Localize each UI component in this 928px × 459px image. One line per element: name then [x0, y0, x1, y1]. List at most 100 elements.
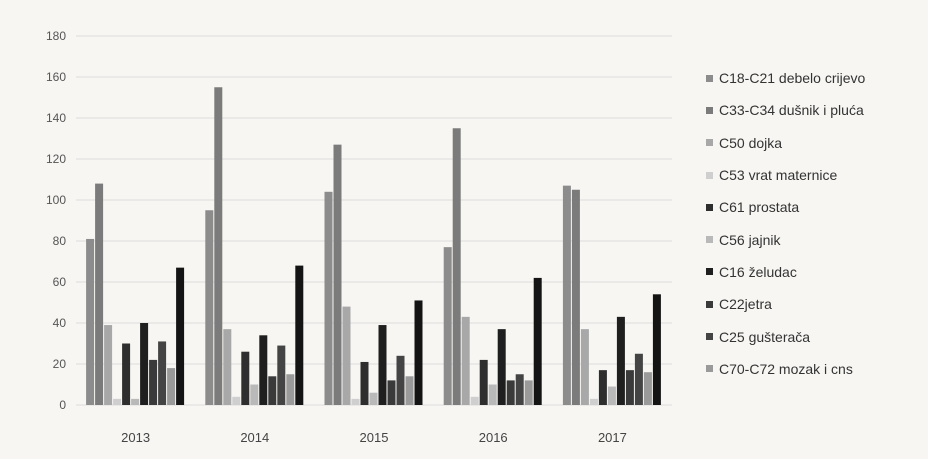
bar	[140, 323, 149, 405]
legend-label: C50 dojka	[719, 134, 783, 151]
bar	[479, 359, 488, 405]
y-tick-label: 120	[46, 152, 66, 166]
legend-item: C61 prostata	[706, 191, 865, 223]
bar	[167, 368, 176, 405]
y-tick-label: 0	[59, 398, 66, 412]
bar	[488, 384, 497, 405]
x-axis-ticks: 2013 2014 2015 2016 2017	[121, 430, 627, 445]
x-tick-label: 2014	[240, 430, 269, 445]
bar	[232, 396, 241, 405]
legend-item: C50 dojka	[706, 127, 865, 159]
bar	[324, 191, 333, 405]
legend-swatch	[706, 333, 713, 341]
legend-swatch	[706, 171, 713, 179]
bar	[241, 351, 250, 405]
bar	[259, 335, 268, 405]
bar	[333, 144, 342, 405]
bar	[250, 384, 259, 405]
bar	[461, 316, 470, 405]
y-axis-ticks: 180 160 140 120 100 80 60 40 20 0	[46, 29, 66, 412]
y-tick-label: 180	[46, 29, 66, 43]
legend-label: C33-C34 dušnik i pluća	[719, 102, 864, 119]
legend-swatch	[706, 74, 713, 82]
bar	[176, 267, 185, 405]
y-tick-label: 40	[53, 316, 67, 330]
legend-item: C18-C21 debelo crijevo	[706, 62, 865, 94]
legend-swatch	[706, 268, 713, 276]
legend-label: C16 želudac	[719, 263, 797, 280]
y-tick-label: 160	[46, 70, 66, 84]
bar	[387, 380, 396, 405]
bar	[497, 329, 506, 405]
legend-item: C25 gušterača	[706, 320, 865, 352]
bar	[515, 374, 524, 405]
bar	[149, 359, 158, 405]
x-tick-label: 2016	[479, 430, 508, 445]
bar	[86, 238, 95, 405]
bar	[277, 345, 286, 405]
bar	[506, 380, 515, 405]
legend-swatch	[706, 139, 713, 147]
y-tick-label: 20	[53, 357, 67, 371]
legend-label: C61 prostata	[719, 199, 800, 216]
legend-swatch	[706, 203, 713, 211]
legend-label: C22jetra	[719, 296, 772, 313]
bar	[295, 265, 304, 405]
legend-label: C25 gušterača	[719, 328, 811, 345]
legend-swatch	[706, 300, 713, 308]
bar	[607, 386, 616, 405]
y-tick-label: 60	[53, 275, 67, 289]
legend-label: C53 vrat maternice	[719, 167, 838, 184]
bar	[625, 370, 634, 405]
bar	[104, 325, 113, 405]
bar	[268, 376, 277, 405]
bar	[369, 392, 378, 405]
bar	[223, 329, 232, 405]
bar	[470, 396, 479, 405]
bar	[405, 376, 414, 405]
legend-label: C56 jajnik	[719, 231, 781, 248]
bar	[158, 341, 167, 405]
bar	[652, 294, 661, 405]
legend: C18-C21 debelo crijevo C33-C34 dušnik i p…	[706, 62, 865, 385]
y-tick-label: 140	[46, 111, 66, 125]
bar	[131, 398, 140, 405]
bar	[205, 210, 214, 405]
bars	[86, 87, 661, 405]
bar	[113, 398, 122, 405]
y-tick-label: 80	[53, 234, 67, 248]
legend-item: C33-C34 dušnik i pluća	[706, 94, 865, 126]
bar	[452, 128, 461, 405]
x-tick-label: 2013	[121, 430, 150, 445]
bar	[378, 325, 387, 405]
bar	[396, 355, 405, 405]
bar	[122, 343, 131, 405]
legend-item: C56 jajnik	[706, 223, 865, 255]
legend-label: C70-C72 mozak i cns	[719, 360, 853, 377]
legend-item: C53 vrat maternice	[706, 159, 865, 191]
legend-label: C18-C21 debelo crijevo	[719, 70, 866, 87]
bar	[533, 277, 542, 405]
bar	[634, 353, 643, 405]
bar	[589, 398, 598, 405]
bar	[286, 374, 295, 405]
bar	[616, 316, 625, 405]
bar	[95, 183, 104, 405]
bar	[571, 189, 580, 405]
legend-swatch	[706, 236, 713, 244]
legend-swatch	[706, 106, 713, 114]
x-tick-label: 2015	[360, 430, 389, 445]
legend-item: C16 želudac	[706, 256, 865, 288]
x-tick-label: 2017	[598, 430, 627, 445]
bar	[351, 398, 360, 405]
y-tick-label: 100	[46, 193, 66, 207]
legend-item: C70-C72 mozak i cns	[706, 353, 865, 385]
bar	[524, 380, 533, 405]
legend-item: C22jetra	[706, 288, 865, 320]
legend-swatch	[706, 365, 713, 373]
bar	[214, 87, 223, 405]
bar	[414, 300, 423, 405]
bar	[360, 361, 369, 405]
bar	[342, 306, 351, 405]
